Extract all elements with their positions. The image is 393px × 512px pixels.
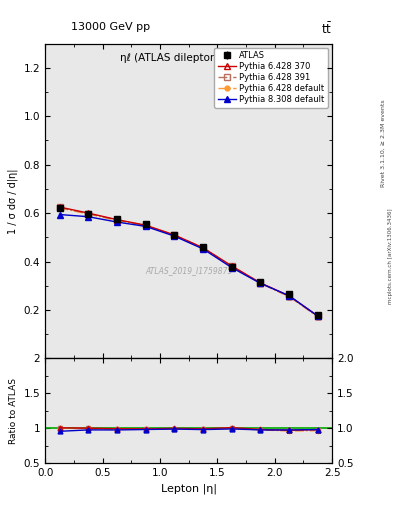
Pythia 6.428 391 xyxy=(258,280,263,286)
Pythia 6.428 391 xyxy=(287,293,292,299)
Pythia 6.428 default xyxy=(115,217,119,223)
Pythia 6.428 391 xyxy=(57,204,62,210)
Pythia 8.308 default xyxy=(287,292,292,298)
Pythia 6.428 391 xyxy=(86,210,90,217)
Pythia 6.428 391 xyxy=(143,222,148,228)
Line: Pythia 6.428 391: Pythia 6.428 391 xyxy=(57,205,321,319)
Pythia 6.428 370 xyxy=(57,204,62,210)
Text: ATLAS_2019_I1759875: ATLAS_2019_I1759875 xyxy=(145,266,232,275)
Pythia 6.428 default xyxy=(316,314,320,320)
Pythia 6.428 370 xyxy=(115,217,119,223)
Line: Pythia 6.428 default: Pythia 6.428 default xyxy=(57,205,320,319)
Pythia 8.308 default xyxy=(57,211,62,218)
Text: mcplots.cern.ch [arXiv:1306.3436]: mcplots.cern.ch [arXiv:1306.3436] xyxy=(388,208,393,304)
Pythia 6.428 default xyxy=(86,211,90,217)
Pythia 8.308 default xyxy=(316,313,320,319)
Pythia 8.308 default xyxy=(230,265,234,271)
Pythia 8.308 default xyxy=(172,233,177,239)
Pythia 6.428 370 xyxy=(316,313,320,319)
Pythia 6.428 370 xyxy=(258,280,263,286)
Pythia 6.428 370 xyxy=(230,263,234,269)
Pythia 6.428 default xyxy=(258,280,263,286)
Pythia 6.428 370 xyxy=(201,245,206,251)
Pythia 6.428 391 xyxy=(172,232,177,238)
Line: Pythia 8.308 default: Pythia 8.308 default xyxy=(57,212,321,319)
Pythia 6.428 391 xyxy=(201,245,206,251)
Pythia 8.308 default xyxy=(86,214,90,220)
Pythia 6.428 default xyxy=(57,205,62,211)
Pythia 6.428 370 xyxy=(287,293,292,299)
Pythia 6.428 391 xyxy=(115,217,119,223)
Y-axis label: 1 / σ dσ / d|η|: 1 / σ dσ / d|η| xyxy=(7,168,18,233)
Pythia 8.308 default xyxy=(201,246,206,252)
Pythia 6.428 default xyxy=(201,245,206,251)
Y-axis label: Ratio to ATLAS: Ratio to ATLAS xyxy=(9,378,18,444)
Text: $\mathrm{t\bar{t}}$: $\mathrm{t\bar{t}}$ xyxy=(321,22,332,37)
Pythia 6.428 default xyxy=(230,264,234,270)
Pythia 6.428 391 xyxy=(230,263,234,269)
Pythia 6.428 370 xyxy=(143,222,148,228)
X-axis label: Lepton |η|: Lepton |η| xyxy=(161,484,217,494)
Pythia 6.428 370 xyxy=(172,232,177,238)
Pythia 8.308 default xyxy=(115,219,119,225)
Pythia 6.428 391 xyxy=(316,313,320,319)
Legend: ATLAS, Pythia 6.428 370, Pythia 6.428 391, Pythia 6.428 default, Pythia 8.308 de: ATLAS, Pythia 6.428 370, Pythia 6.428 39… xyxy=(214,48,328,108)
Text: ηℓ (ATLAS dileptonic ttbar): ηℓ (ATLAS dileptonic ttbar) xyxy=(119,53,258,63)
Pythia 6.428 default xyxy=(143,223,148,229)
Pythia 8.308 default xyxy=(258,280,263,286)
Pythia 8.308 default xyxy=(143,223,148,229)
Pythia 6.428 default xyxy=(172,232,177,239)
Line: Pythia 6.428 370: Pythia 6.428 370 xyxy=(57,204,321,319)
Text: 13000 GeV pp: 13000 GeV pp xyxy=(71,22,150,32)
Pythia 6.428 default xyxy=(287,293,292,300)
Text: Rivet 3.1.10, ≥ 2.3M events: Rivet 3.1.10, ≥ 2.3M events xyxy=(381,99,386,187)
Pythia 6.428 370 xyxy=(86,210,90,216)
